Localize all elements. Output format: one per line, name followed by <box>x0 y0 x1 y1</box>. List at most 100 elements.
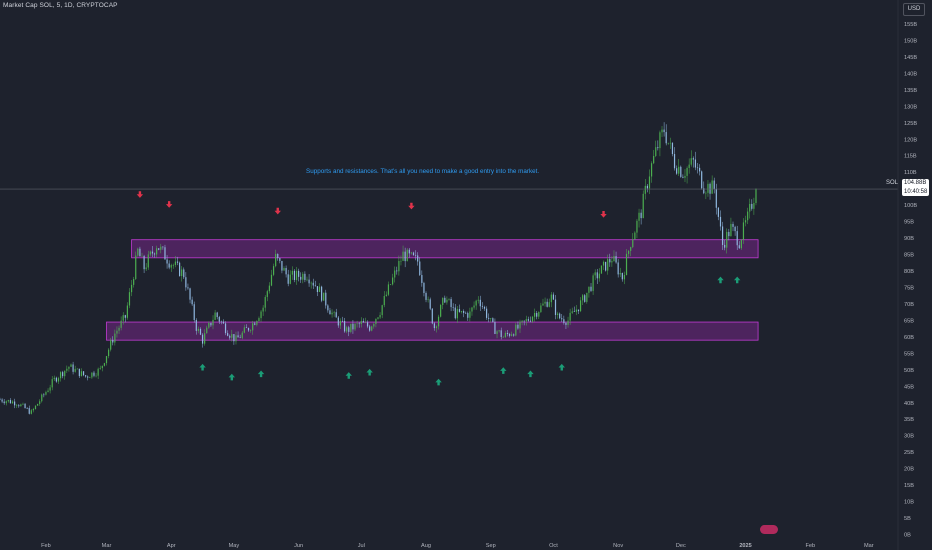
candle <box>559 312 561 320</box>
candle <box>433 322 435 331</box>
candle <box>525 315 527 326</box>
candle-body <box>676 168 678 174</box>
arrow-down-icon <box>600 211 607 218</box>
arrow-up-icon <box>345 372 352 379</box>
candle <box>120 316 122 331</box>
candle-body <box>481 306 484 307</box>
candle <box>488 313 490 323</box>
candle <box>233 334 235 345</box>
candle-body <box>394 270 396 278</box>
candle-body <box>241 332 243 338</box>
candle-body <box>293 270 296 280</box>
candle-body <box>120 320 122 328</box>
candle <box>686 166 688 184</box>
candle <box>143 254 145 274</box>
candle-body <box>502 336 504 338</box>
candle <box>598 268 600 282</box>
candle <box>279 257 281 264</box>
candle-body <box>300 276 302 280</box>
candle-body <box>636 220 638 233</box>
candle-body <box>224 323 227 334</box>
candle <box>632 233 634 249</box>
candle <box>544 297 546 307</box>
arrow-up-icon <box>257 370 265 378</box>
candle-body <box>479 299 481 307</box>
candle <box>536 310 538 320</box>
candle-body <box>465 312 467 314</box>
candle-body <box>329 310 331 315</box>
candle <box>517 321 519 330</box>
candle-body <box>346 327 348 332</box>
arrow-up-icon <box>558 363 565 371</box>
candle <box>502 335 504 338</box>
candle-body <box>1 399 3 402</box>
candle <box>14 398 16 409</box>
candle-body <box>7 400 9 402</box>
candle <box>195 318 197 335</box>
price-axis[interactable]: 160B155B150B145B140B135B130B125B120B115B… <box>904 6 917 539</box>
candle-body <box>648 176 651 189</box>
candle <box>412 251 415 256</box>
candle <box>504 330 506 339</box>
candle-body <box>191 299 193 305</box>
candle-body <box>444 297 446 303</box>
arrow-up-icon <box>500 367 507 374</box>
candle <box>673 147 676 171</box>
candle-body <box>124 315 126 318</box>
candle <box>335 308 337 318</box>
chart-annotation[interactable]: Supports and resistances. That's all you… <box>306 168 540 175</box>
candle <box>366 320 369 329</box>
candle-body <box>41 394 43 402</box>
symbol-label: SOL <box>886 180 899 186</box>
y-tick-label: 20B <box>904 467 914 473</box>
candle <box>669 137 671 149</box>
candle <box>492 317 494 323</box>
candle-body <box>381 305 383 316</box>
candle-body <box>414 255 417 256</box>
y-tick-label: 80B <box>904 269 914 275</box>
candle <box>214 309 216 321</box>
x-tick-label: Sep <box>486 543 496 549</box>
candle <box>268 282 270 294</box>
candle <box>529 316 532 323</box>
candle <box>64 370 66 380</box>
candle-body <box>669 142 671 144</box>
candle <box>600 265 603 274</box>
candle-body <box>275 253 277 267</box>
candle-body <box>646 185 648 189</box>
candle-body <box>588 286 590 293</box>
candle-body <box>204 333 206 344</box>
candle-body <box>628 250 630 254</box>
candle <box>659 130 661 157</box>
candle <box>85 374 87 378</box>
candle <box>389 284 392 286</box>
candle-body <box>440 304 442 317</box>
candle-body <box>640 212 642 219</box>
candle-body <box>101 365 103 369</box>
candle-body <box>289 274 291 284</box>
candle-body <box>705 192 707 194</box>
candle-body <box>156 248 158 255</box>
candle <box>126 302 128 320</box>
candle <box>212 315 214 330</box>
candle-body <box>151 251 154 254</box>
candle <box>272 263 275 277</box>
time-axis[interactable]: Feb Mar Apr May Jun Jul Aug Sep Oct Nov Dec 2025 Feb… <box>41 543 874 549</box>
candle <box>613 250 615 262</box>
candle-body <box>212 319 214 326</box>
candle <box>676 165 678 175</box>
candle <box>185 272 187 291</box>
candle <box>721 221 724 250</box>
candle-body <box>696 167 699 169</box>
candle <box>224 321 227 336</box>
y-tick-label: 30B <box>904 434 914 440</box>
candle-body <box>331 312 333 315</box>
candle-body <box>231 334 233 338</box>
candle <box>147 250 149 270</box>
currency-button[interactable]: USD <box>903 3 925 16</box>
candle <box>112 336 114 346</box>
candle <box>734 225 736 236</box>
candle-body <box>153 253 156 255</box>
candle-body <box>688 164 690 168</box>
